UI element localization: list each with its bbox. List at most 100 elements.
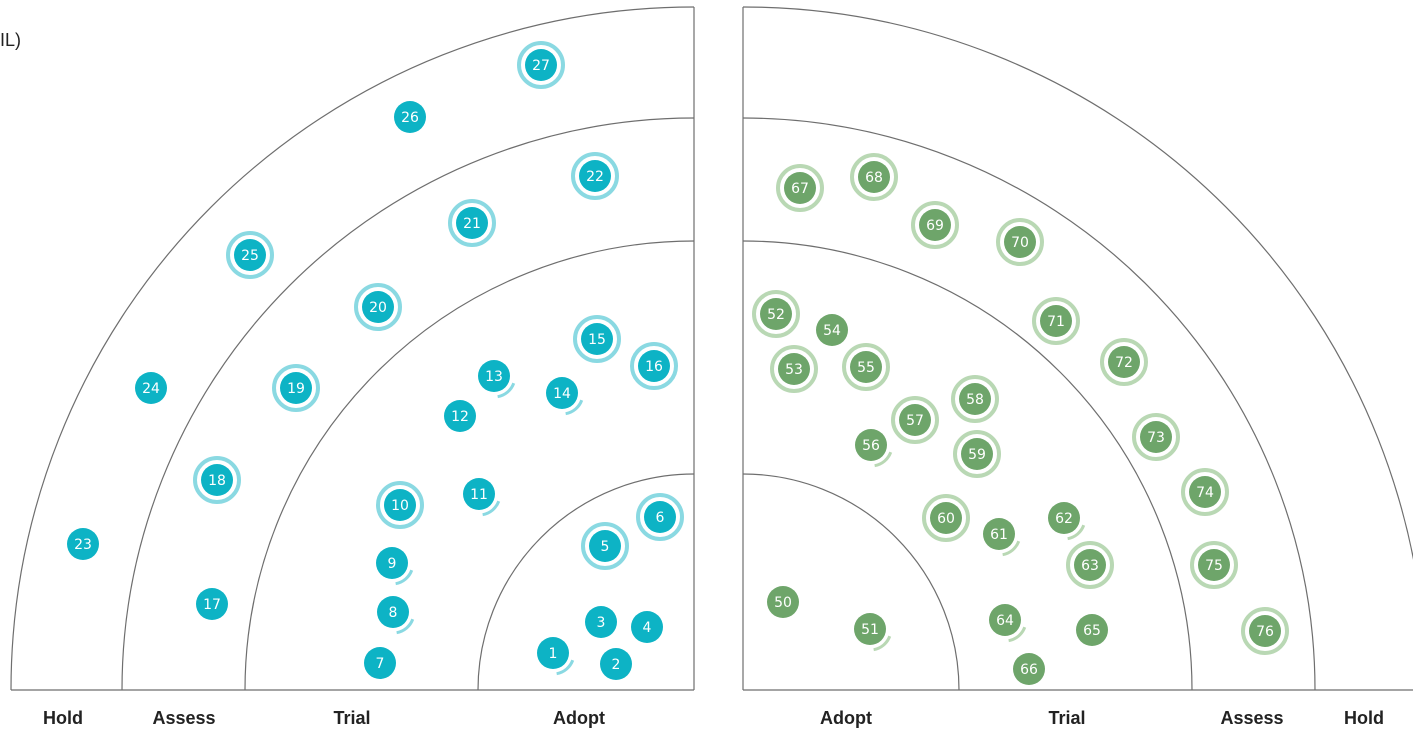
blip-dot (784, 172, 816, 204)
right-ring-label-trial: Trial (1048, 708, 1085, 728)
blip-number: 75 (1205, 558, 1223, 574)
blip-9[interactable]: 9 (376, 547, 414, 586)
blip-60[interactable]: 60 (922, 494, 970, 542)
blip-new-ring (953, 430, 1001, 478)
blip-new-ring (951, 375, 999, 423)
blip-number: 8 (389, 605, 398, 621)
blip-19[interactable]: 19 (272, 364, 320, 412)
blip-dot (850, 351, 882, 383)
blip-27[interactable]: 27 (517, 41, 565, 89)
blip-dot (579, 160, 611, 192)
blip-8[interactable]: 8 (377, 596, 415, 635)
blip-dot (444, 400, 476, 432)
blip-71[interactable]: 71 (1032, 297, 1080, 345)
blip-number: 52 (767, 307, 785, 323)
blip-new-ring (571, 152, 619, 200)
blip-59[interactable]: 59 (953, 430, 1001, 478)
blip-22[interactable]: 22 (571, 152, 619, 200)
blip-moved-arc (1067, 524, 1086, 541)
blip-54[interactable]: 54 (816, 314, 848, 346)
blip-moved-arc (497, 382, 516, 399)
left-ring-label-assess: Assess (152, 708, 215, 728)
blip-20[interactable]: 20 (354, 283, 402, 331)
blip-new-ring (850, 153, 898, 201)
blip-52[interactable]: 52 (752, 290, 800, 338)
blip-58[interactable]: 58 (951, 375, 999, 423)
blip-moved-arc (556, 659, 575, 676)
blip-53[interactable]: 53 (770, 345, 818, 393)
blip-new-ring (272, 364, 320, 412)
blip-63[interactable]: 63 (1066, 541, 1114, 589)
blip-65[interactable]: 65 (1076, 614, 1108, 646)
blip-72[interactable]: 72 (1100, 338, 1148, 386)
blip-dot (1108, 346, 1140, 378)
blip-67[interactable]: 67 (776, 164, 824, 212)
blip-1[interactable]: 1 (537, 637, 575, 676)
blip-12[interactable]: 12 (444, 400, 476, 432)
blip-dot (1040, 305, 1072, 337)
blip-68[interactable]: 68 (850, 153, 898, 201)
blip-61[interactable]: 61 (983, 518, 1021, 557)
blip-number: 63 (1081, 558, 1099, 574)
blip-number: 61 (990, 527, 1008, 543)
blip-23[interactable]: 23 (67, 528, 99, 560)
left-ring-arc-1 (477, 473, 695, 691)
blip-number: 54 (823, 323, 841, 339)
blip-number: 25 (241, 248, 259, 264)
blip-4[interactable]: 4 (631, 611, 663, 643)
blip-64[interactable]: 64 (989, 604, 1027, 643)
blip-dot (196, 588, 228, 620)
blip-13[interactable]: 13 (478, 360, 516, 399)
blip-25[interactable]: 25 (226, 231, 274, 279)
blip-new-ring (922, 494, 970, 542)
blip-57[interactable]: 57 (891, 396, 939, 444)
blip-number: 66 (1020, 662, 1038, 678)
blip-10[interactable]: 10 (376, 481, 424, 529)
right-ring-label-hold: Hold (1344, 708, 1384, 728)
blip-73[interactable]: 73 (1132, 413, 1180, 461)
left-ring-arc-2 (244, 240, 695, 691)
blip-26[interactable]: 26 (394, 101, 426, 133)
blip-number: 23 (74, 537, 92, 553)
blip-17[interactable]: 17 (196, 588, 228, 620)
blip-51[interactable]: 51 (854, 613, 892, 652)
blip-24[interactable]: 24 (135, 372, 167, 404)
blip-50[interactable]: 50 (767, 586, 799, 618)
blip-74[interactable]: 74 (1181, 468, 1229, 516)
blip-new-ring (1241, 607, 1289, 655)
blip-moved-arc (874, 451, 893, 468)
blip-6[interactable]: 6 (636, 493, 684, 541)
blip-66[interactable]: 66 (1013, 653, 1045, 685)
blip-70[interactable]: 70 (996, 218, 1044, 266)
blip-number: 21 (463, 216, 481, 232)
blip-dot (1013, 653, 1045, 685)
blip-62[interactable]: 62 (1048, 502, 1086, 541)
blip-7[interactable]: 7 (364, 647, 396, 679)
blip-16[interactable]: 16 (630, 342, 678, 390)
blip-18[interactable]: 18 (193, 456, 241, 504)
blip-55[interactable]: 55 (842, 343, 890, 391)
blip-2[interactable]: 2 (600, 648, 632, 680)
blip-76[interactable]: 76 (1241, 607, 1289, 655)
blip-number: 9 (388, 556, 397, 572)
blip-15[interactable]: 15 (573, 315, 621, 363)
left-ring-label-adopt: Adopt (553, 708, 605, 728)
blip-dot (638, 350, 670, 382)
blip-dot (201, 464, 233, 496)
blip-dot (384, 489, 416, 521)
blip-moved-arc (1002, 540, 1021, 557)
blip-21[interactable]: 21 (448, 199, 496, 247)
blip-3[interactable]: 3 (585, 606, 617, 638)
blip-11[interactable]: 11 (463, 478, 501, 517)
blip-56[interactable]: 56 (855, 429, 893, 468)
blip-dot (1048, 502, 1080, 534)
blip-5[interactable]: 5 (581, 522, 629, 570)
blip-14[interactable]: 14 (546, 377, 584, 416)
blip-69[interactable]: 69 (911, 201, 959, 249)
blip-number: 22 (586, 169, 604, 185)
blip-dot (67, 528, 99, 560)
blip-dot (631, 611, 663, 643)
blip-new-ring (1132, 413, 1180, 461)
blip-number: 51 (861, 622, 879, 638)
blip-75[interactable]: 75 (1190, 541, 1238, 589)
